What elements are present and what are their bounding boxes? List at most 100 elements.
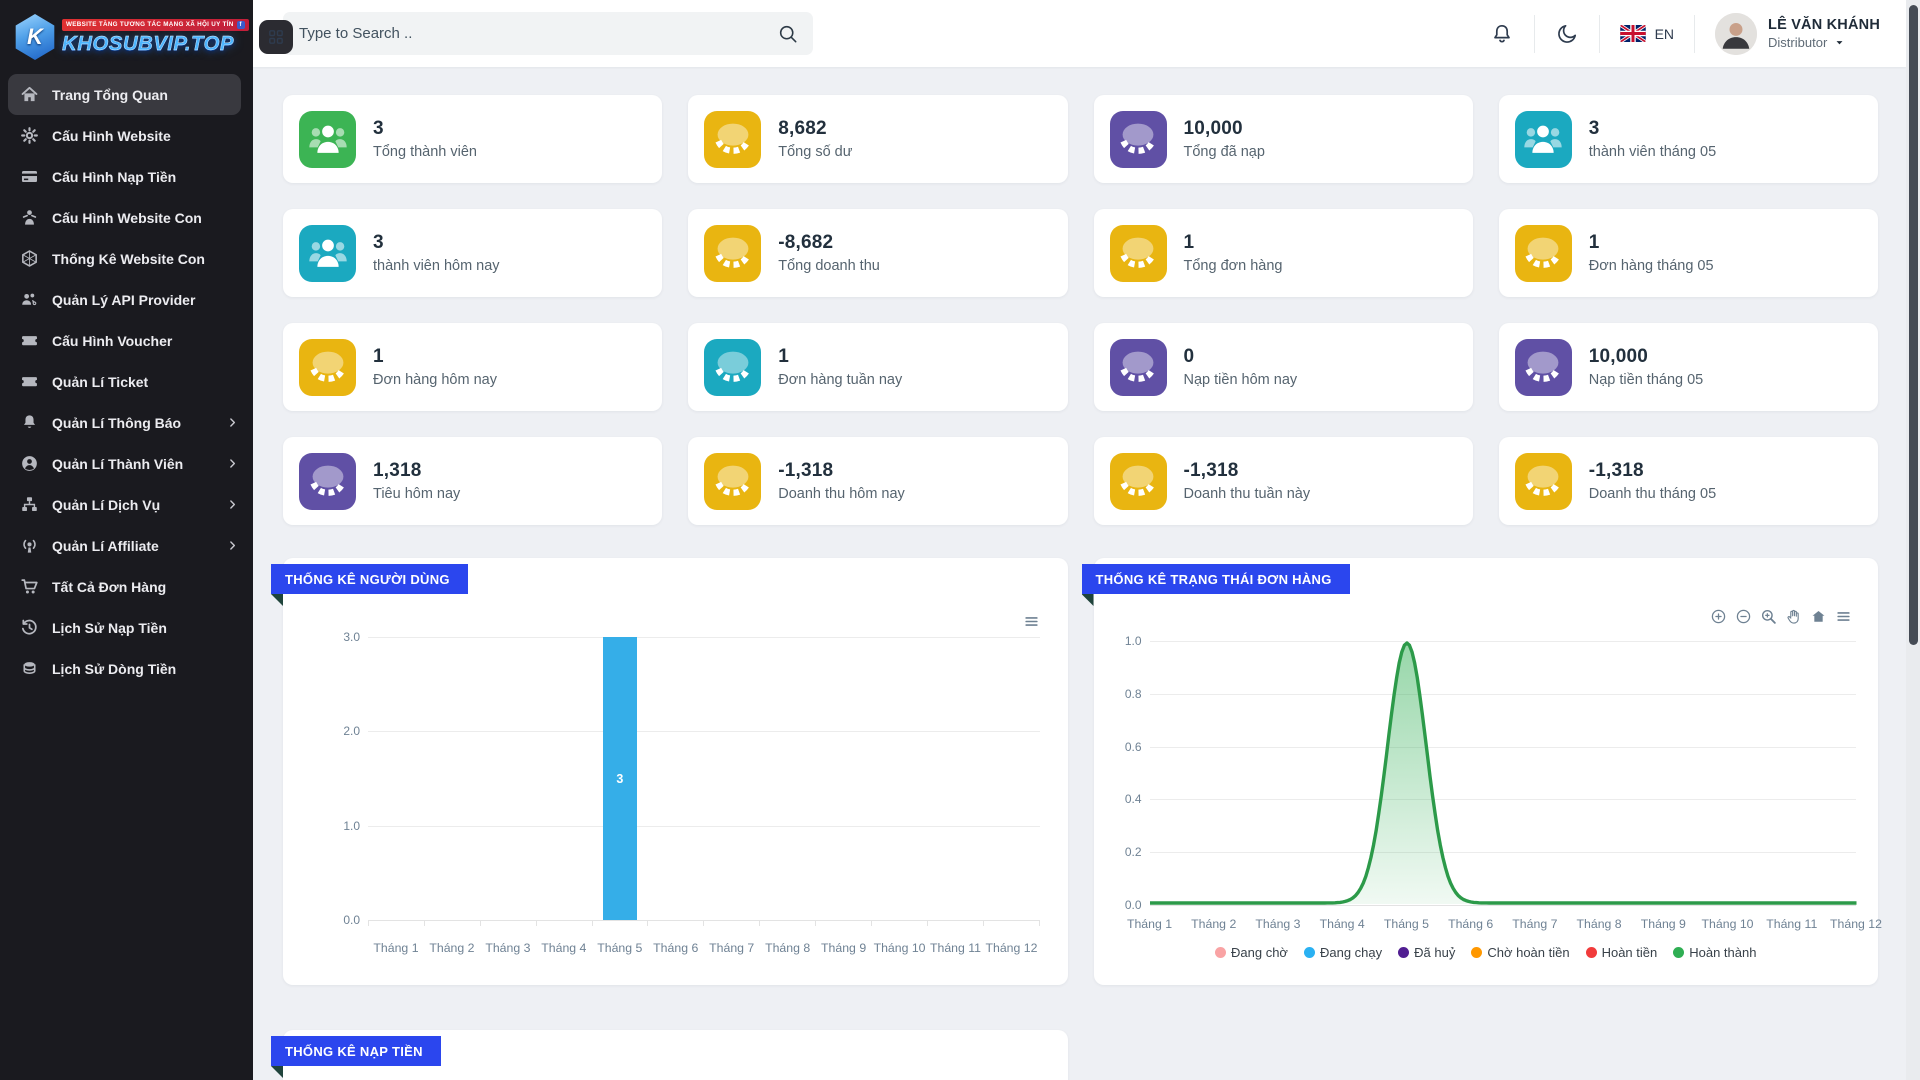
chevron-right-icon: [226, 539, 239, 552]
page-scrollbar: [1906, 0, 1920, 1080]
stat-value: 1: [1589, 232, 1714, 254]
sidebar-item-4[interactable]: Thống Kê Website Con: [0, 238, 253, 279]
y-tick-label: 1.0: [316, 819, 360, 833]
x-tick-label: Tháng 8: [760, 941, 816, 955]
pan-icon[interactable]: [1785, 608, 1802, 625]
y-tick-label: 0.6: [1098, 740, 1142, 754]
legend-item-0[interactable]: Đang chờ: [1215, 945, 1288, 960]
language-selector[interactable]: EN: [1620, 25, 1674, 42]
x-tick-label: Tháng 1: [368, 941, 424, 955]
sidebar-item-label: Quản Lí Thông Báo: [52, 415, 181, 431]
stat-value: 1: [778, 346, 902, 368]
chart-menu-icon[interactable]: [1023, 613, 1040, 630]
scrollbar-thumb[interactable]: [1909, 5, 1918, 645]
sidebar-item-5[interactable]: Quản Lý API Provider: [0, 279, 253, 320]
coin-icon: [1110, 225, 1167, 282]
sidebar-item-2[interactable]: Cấu Hình Nạp Tiền: [0, 156, 253, 197]
search-box[interactable]: [283, 12, 813, 55]
selection-zoom-icon[interactable]: [1760, 608, 1777, 625]
x-tick-label: Tháng 5: [592, 941, 648, 955]
coin-icon: [1110, 339, 1167, 396]
chart-menu-icon[interactable]: [1835, 608, 1852, 625]
notifications-button[interactable]: [1490, 22, 1514, 46]
sidebar-item-8[interactable]: Quản Lí Thông Báo: [0, 402, 253, 443]
sidebar-item-label: Cấu Hình Nạp Tiền: [52, 169, 176, 185]
stat-card-12: 1,318Tiêu hôm nay: [283, 437, 662, 525]
legend-item-1[interactable]: Đang chạy: [1304, 945, 1382, 960]
y-tick-label: 0.4: [1098, 792, 1142, 806]
sidebar-item-10[interactable]: Quản Lí Dịch Vụ: [0, 484, 253, 525]
brand-logo[interactable]: K WEBSITE TĂNG TƯƠNG TÁC MẠNG XÃ HỘI UY …: [14, 14, 249, 60]
sidebar-item-1[interactable]: Cấu Hình Website: [0, 115, 253, 156]
avatar: [1715, 13, 1757, 55]
coin-icon: [704, 225, 761, 282]
stat-card-6: 1Tổng đơn hàng: [1094, 209, 1473, 297]
brand-name: KHOSUBVIP.TOP: [62, 32, 249, 56]
stat-card-14: -1,318 Doanh thu tuần này: [1094, 437, 1473, 525]
sidebar-item-7[interactable]: Quản Lí Ticket: [0, 361, 253, 402]
sidebar-item-13[interactable]: Lịch Sử Nạp Tiền: [0, 607, 253, 648]
sidebar-item-0[interactable]: Trang Tổng Quan: [8, 74, 241, 115]
dark-mode-toggle[interactable]: [1555, 22, 1579, 46]
stat-value: -1,318: [1184, 460, 1311, 482]
legend-item-2[interactable]: Đã huỷ: [1398, 945, 1455, 960]
gridline: [1150, 905, 1857, 906]
sidebar-item-label: Quản Lí Thành Viên: [52, 456, 183, 472]
chevron-right-icon: [226, 416, 239, 429]
x-tick-label: Tháng 10: [872, 941, 928, 955]
gridline: [368, 826, 1040, 827]
search-input[interactable]: [297, 24, 777, 43]
stat-label: Nạp tiền hôm nay: [1184, 372, 1298, 388]
stat-value: 10,000: [1589, 346, 1703, 368]
podcast-icon: [20, 536, 39, 555]
search-icon[interactable]: [777, 23, 799, 45]
user-menu[interactable]: LÊ VĂN KHÁNH Distributor: [1715, 13, 1880, 55]
users-chart-card: THỐNG KÊ NGƯỜI DÙNG 3.02.01.00.03 Tháng …: [283, 558, 1068, 985]
sidebar-item-12[interactable]: Tất Cả Đơn Hàng: [0, 566, 253, 607]
sidebar-item-3[interactable]: Cấu Hình Website Con: [0, 197, 253, 238]
legend-item-3[interactable]: Chờ hoàn tiền: [1471, 945, 1569, 960]
stat-label: Đơn hàng tuần nay: [778, 372, 902, 388]
legend-label: Đã huỷ: [1414, 945, 1455, 960]
ribbon-fold: [271, 1066, 283, 1078]
stat-label: Doanh thu tuần này: [1184, 486, 1311, 502]
stat-label: Doanh thu tháng 05: [1589, 486, 1716, 502]
legend-item-4[interactable]: Hoàn tiền: [1586, 945, 1658, 960]
legend-dot: [1586, 947, 1597, 958]
sidebar-item-11[interactable]: Quản Lí Affiliate: [0, 525, 253, 566]
zoom-in-icon[interactable]: [1710, 608, 1727, 625]
sidebar-collapse-button[interactable]: [259, 20, 293, 54]
stat-value: 1,318: [373, 460, 460, 482]
legend-dot: [1673, 947, 1684, 958]
order-status-title-ribbon: THỐNG KÊ TRẠNG THÁI ĐƠN HÀNG: [1082, 564, 1350, 594]
ticket-icon: [20, 372, 39, 391]
caret-down-icon: [1833, 36, 1846, 49]
users-icon: [1515, 111, 1572, 168]
x-tick-label: Tháng 12: [1830, 917, 1882, 931]
sidebar-item-14[interactable]: Lịch Sử Dòng Tiền: [0, 648, 253, 689]
zoom-out-icon[interactable]: [1735, 608, 1752, 625]
legend-item-5[interactable]: Hoàn thành: [1673, 945, 1756, 960]
stat-card-13: -1,318Doanh thu hôm nay: [688, 437, 1067, 525]
users-icon: [299, 225, 356, 282]
sidebar-item-6[interactable]: Cấu Hình Voucher: [0, 320, 253, 361]
x-tick-label: Tháng 3: [480, 941, 536, 955]
chevron-right-icon: [226, 457, 239, 470]
stat-label: Tổng thành viên: [373, 144, 477, 160]
stat-value: 3: [373, 232, 500, 254]
sidebar-item-label: Trang Tổng Quan: [52, 87, 168, 103]
stat-card-4: 3thành viên hôm nay: [283, 209, 662, 297]
area-chart-x-labels: Tháng 1Tháng 2Tháng 3Tháng 4Tháng 5Tháng…: [1150, 917, 1857, 933]
sidebar-item-9[interactable]: Quản Lí Thành Viên: [0, 443, 253, 484]
charts-row: THỐNG KÊ NGƯỜI DÙNG 3.02.01.00.03 Tháng …: [283, 558, 1878, 985]
bar-chart-x-labels: Tháng 1Tháng 2Tháng 3Tháng 4Tháng 5Tháng…: [368, 941, 1040, 955]
legend-dot: [1398, 947, 1409, 958]
home-reset-icon[interactable]: [1810, 608, 1827, 625]
stat-card-8: 1Đơn hàng hôm nay: [283, 323, 662, 411]
x-tick-label: Tháng 6: [1448, 917, 1493, 931]
bell-icon: [20, 413, 39, 432]
sidebar-item-label: Quản Lí Dịch Vụ: [52, 497, 160, 513]
completed-series-curve: [1150, 641, 1857, 905]
coin-icon: [299, 339, 356, 396]
topbar-divider: [1534, 15, 1535, 53]
